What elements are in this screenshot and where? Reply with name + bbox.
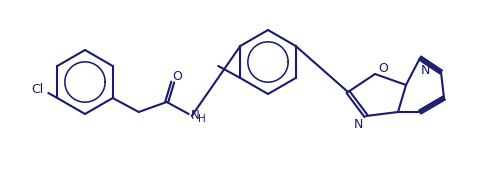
Text: O: O (172, 69, 182, 83)
Text: H: H (198, 114, 206, 124)
Text: N: N (191, 108, 200, 122)
Text: Cl: Cl (31, 83, 43, 96)
Text: N: N (353, 117, 363, 130)
Text: O: O (378, 62, 388, 74)
Text: N: N (420, 64, 430, 76)
